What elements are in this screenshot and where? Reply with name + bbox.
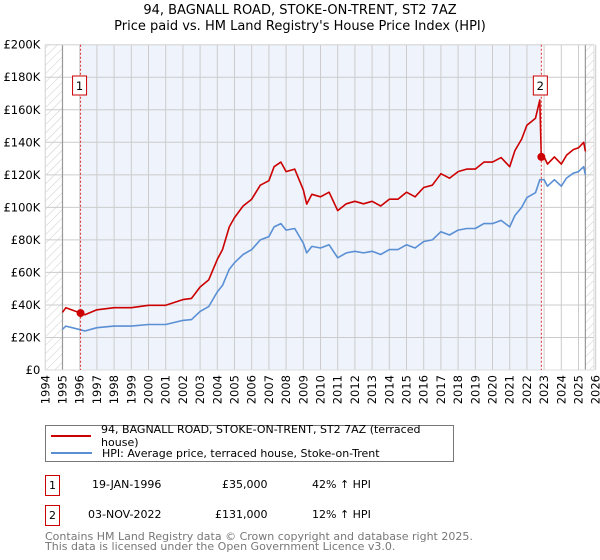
y-tick-label: £140K: [3, 135, 40, 149]
sale-label-text: 2: [537, 79, 544, 93]
legend-label-property: 94, BAGNALL ROAD, STOKE-ON-TRENT, ST2 7A…: [101, 423, 421, 449]
series-line-property: [61, 99, 587, 316]
x-tick-label: 2018: [451, 375, 465, 404]
x-tick-label: 1998: [107, 375, 121, 404]
sale-hpi-diff: 12% ↑ HPI: [312, 508, 371, 521]
plot-frame: [44, 44, 595, 371]
x-tick-label: 2014: [382, 375, 396, 404]
x-tick-label: 2001: [159, 375, 173, 404]
y-tick-label: £180K: [3, 70, 40, 84]
x-tick-label: 2012: [348, 375, 362, 404]
x-tick-label: 2000: [142, 375, 156, 404]
y-tick-label: £120K: [3, 168, 40, 182]
sale-label-box: [532, 75, 548, 96]
x-tick-label: 1999: [124, 375, 138, 404]
x-tick-label: 1997: [90, 375, 104, 404]
sale-date: 03-NOV-2022: [88, 508, 162, 521]
legend-item-hpi: HPI: Average price, terraced house, Stok…: [51, 445, 380, 461]
sale-row-2: 2 03-NOV-2022 £131,000 12% ↑ HPI: [45, 505, 465, 526]
footer-licence: This data is licensed under the Open Gov…: [45, 540, 396, 553]
chart-legend: 94, BAGNALL ROAD, STOKE-ON-TRENT, ST2 7A…: [45, 423, 454, 462]
x-tick-label: 2007: [262, 375, 276, 404]
sale-date: 19-JAN-1996: [92, 478, 162, 491]
x-tick-label: 2024: [554, 375, 568, 404]
series-line-hpi: [61, 165, 587, 332]
y-tick-label: £80K: [11, 233, 41, 247]
sale-number-badge: 1: [45, 475, 60, 496]
x-tick-label: 2011: [331, 375, 345, 404]
chart-title: 94, BAGNALL ROAD, STOKE-ON-TRENT, ST2 7A…: [143, 3, 457, 18]
x-tick-label: 2016: [417, 375, 431, 404]
x-tick-label: 2013: [365, 375, 379, 404]
sale-label-box: [72, 75, 88, 96]
x-tick-label: 2026: [589, 375, 600, 404]
x-tick-label: 2020: [486, 375, 500, 404]
legend-swatch-blue: [51, 452, 92, 454]
sale-point: [537, 152, 546, 161]
sale-hpi-diff: 42% ↑ HPI: [312, 478, 371, 491]
sale-price: £35,000: [222, 478, 268, 491]
y-tick-label: £20K: [11, 330, 41, 344]
x-tick-label: 1994: [38, 375, 52, 404]
x-tick-label: 2015: [400, 375, 414, 404]
y-tick-label: £100K: [3, 200, 40, 214]
legend-item-property: 94, BAGNALL ROAD, STOKE-ON-TRENT, ST2 7A…: [51, 423, 453, 449]
legend-label-hpi: HPI: Average price, terraced house, Stok…: [102, 446, 380, 460]
sale-row-1: 1 19-JAN-1996 £35,000 42% ↑ HPI: [45, 475, 465, 496]
y-tick-label: £200K: [3, 38, 40, 52]
y-tick-label: £40K: [11, 298, 41, 312]
x-tick-label: 2022: [520, 375, 534, 404]
x-tick-label: 2004: [210, 375, 224, 404]
sale-point: [76, 309, 85, 318]
x-tick-label: 2005: [228, 375, 242, 404]
x-tick-label: 2023: [537, 375, 551, 404]
chart-subtitle: Price paid vs. HM Land Registry's House …: [114, 19, 486, 34]
legend-swatch-red: [51, 435, 92, 437]
sale-label-text: 1: [76, 79, 83, 93]
footer-copyright: Contains HM Land Registry data © Crown c…: [45, 530, 473, 543]
sale-price: £131,000: [215, 508, 268, 521]
x-tick-label: 2021: [503, 375, 517, 404]
x-tick-label: 2017: [434, 375, 448, 404]
x-tick-label: 2008: [279, 375, 293, 404]
y-tick-label: £160K: [3, 103, 40, 117]
y-tick-label: £0: [26, 363, 41, 377]
x-tick-label: 2002: [176, 375, 190, 404]
x-tick-label: 2006: [245, 375, 259, 404]
sale-number-badge: 2: [45, 505, 60, 526]
x-tick-label: 1995: [56, 375, 70, 404]
x-tick-label: 2003: [193, 375, 207, 404]
y-tick-label: £60K: [11, 265, 41, 279]
x-tick-label: 2010: [314, 375, 328, 404]
x-tick-label: 2009: [296, 375, 310, 404]
x-tick-label: 2019: [468, 375, 482, 404]
x-tick-label: 1996: [73, 375, 87, 404]
x-tick-label: 2025: [572, 375, 586, 404]
